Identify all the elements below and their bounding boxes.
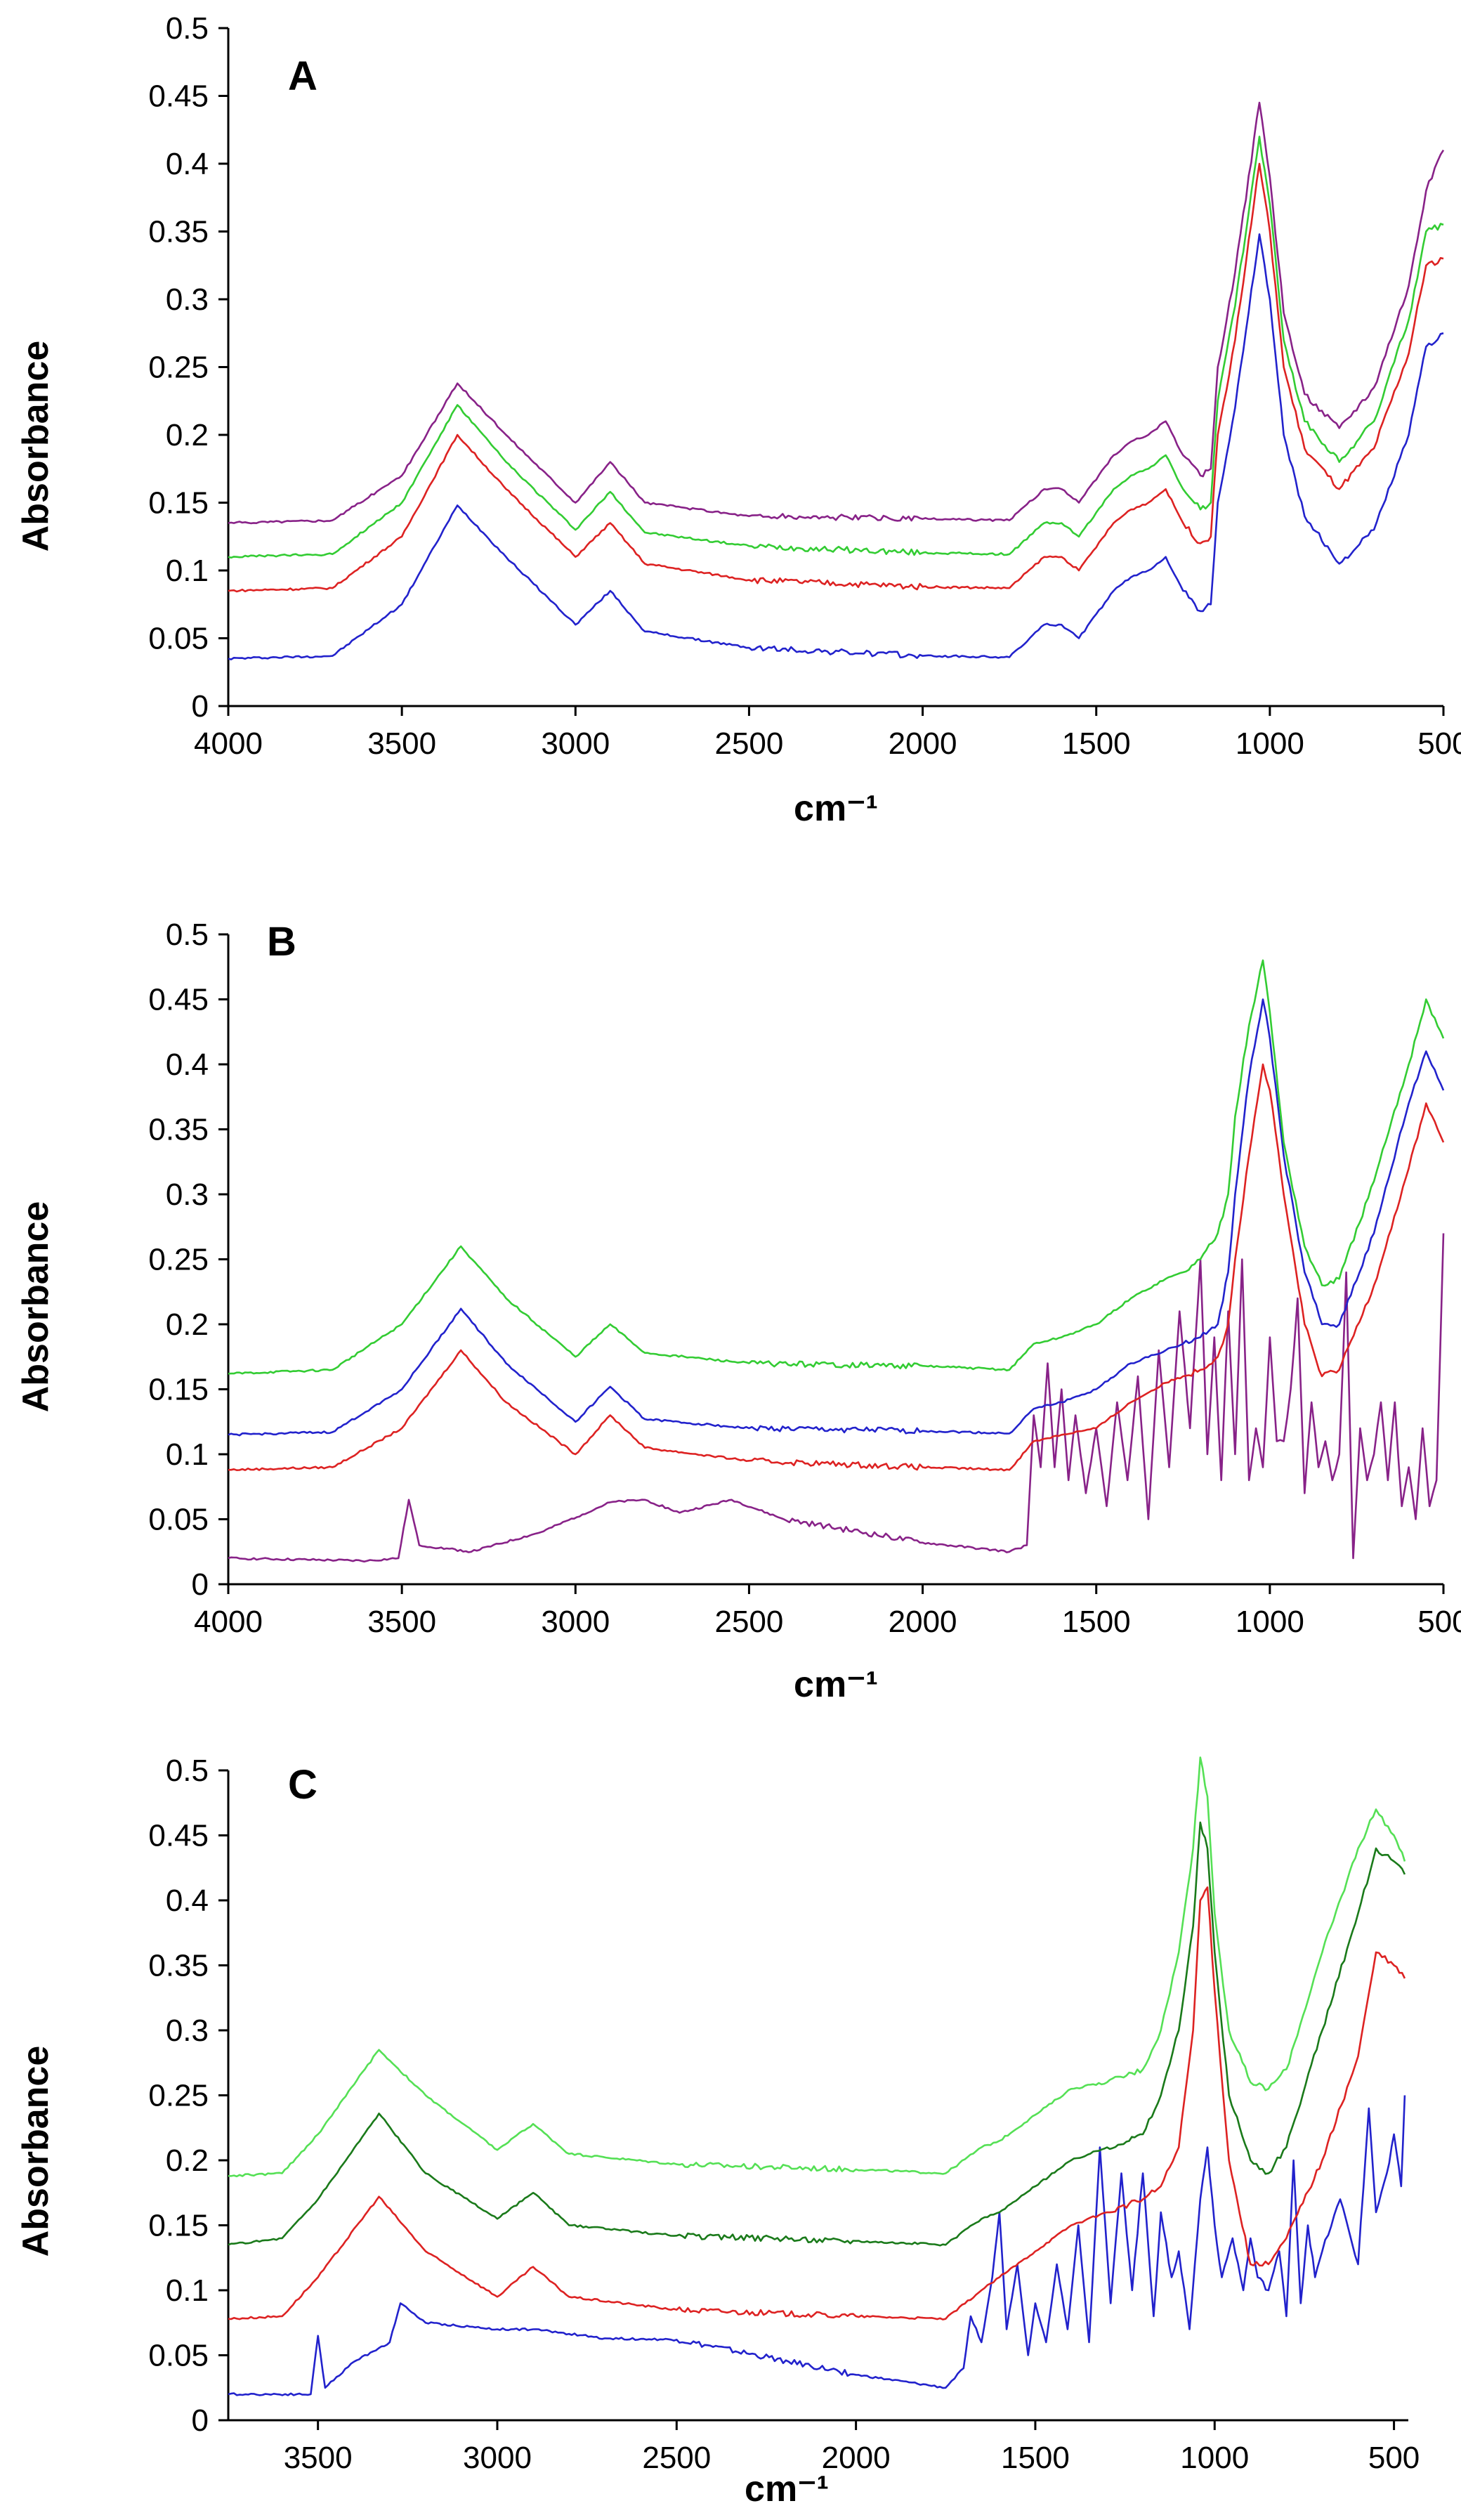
series-line-b-3 — [228, 998, 1445, 1437]
x-tick-label: 3000 — [541, 1605, 610, 1639]
panel-label-b: B — [267, 919, 296, 965]
x-tick-label: 4000 — [194, 726, 263, 761]
y-tick-label: 0.4 — [166, 147, 209, 181]
series-line-a-4 — [228, 101, 1445, 525]
series-group-b — [228, 959, 1445, 1563]
y-tick-label: 0.35 — [148, 215, 209, 249]
y-tick-label: 0.45 — [148, 1819, 209, 1853]
series-line-a-2 — [228, 162, 1444, 593]
x-tick-label: 3000 — [541, 726, 610, 761]
x-tick-label: 2500 — [714, 726, 783, 761]
y-tick-label: 0.4 — [166, 1884, 209, 1918]
x-tick-label: 3000 — [463, 2441, 532, 2475]
y-tick-label: 0.1 — [166, 2273, 209, 2308]
y-tick-label: 0.1 — [166, 1437, 209, 1472]
y-tick-label: 0.35 — [148, 1113, 209, 1147]
y-tick-label: 0.25 — [148, 2079, 209, 2113]
y-tick-label: 0.5 — [166, 918, 209, 952]
series-line-c-3 — [228, 1821, 1406, 2247]
x-tick-label: 1500 — [1062, 1605, 1131, 1639]
x-tick-label: 500 — [1417, 1605, 1461, 1639]
panel-b: Absorbance B cm⁻¹ 0 0.05 0.1 0.15 0.2 0.25 0.3… — [15, 918, 1461, 1705]
y-tick-label: 0.45 — [148, 983, 209, 1017]
x-tick-label: 2000 — [889, 726, 957, 761]
x-tick-label: 1000 — [1236, 726, 1304, 761]
series-line-b-2 — [228, 1063, 1445, 1472]
x-axis-title-b: cm⁻¹ — [794, 1664, 878, 1705]
x-tick-label: 3500 — [284, 2441, 353, 2475]
series-line-c-2 — [228, 1886, 1406, 2320]
y-tick-label: 0.35 — [148, 1949, 209, 1983]
y-tick-label: 0.15 — [148, 1373, 209, 1407]
x-tick-label: 2500 — [714, 1605, 783, 1639]
series-line-a-3 — [228, 136, 1444, 559]
x-tick-label: 2000 — [889, 1605, 957, 1639]
y-tick-label: 0.15 — [148, 2209, 209, 2243]
x-tick-label: 1000 — [1236, 1605, 1304, 1639]
y-tick-label: 0 — [192, 2403, 209, 2438]
y-tick-label: 0.5 — [166, 11, 209, 46]
x-tick-label: 1500 — [1062, 726, 1131, 761]
y-axis-title-c: Absorbance — [15, 2046, 56, 2257]
y-tick-label: 0.05 — [148, 1503, 209, 1537]
y-tick-label: 0.25 — [148, 351, 209, 385]
series-group-a — [228, 101, 1445, 660]
y-tick-label: 0.05 — [148, 2339, 209, 2373]
x-tick-label: 500 — [1368, 2441, 1420, 2475]
x-tick-label: 4000 — [194, 1605, 263, 1639]
x-tick-label: 1000 — [1180, 2441, 1249, 2475]
series-line-c-1 — [228, 2095, 1406, 2396]
x-tick-label: 2500 — [642, 2441, 711, 2475]
y-tick-label: 0 — [192, 1567, 209, 1602]
y-tick-label: 0.2 — [166, 418, 209, 452]
y-axis-title-a: Absorbance — [15, 341, 56, 552]
series-line-c-4 — [228, 1756, 1406, 2178]
panel-label-a: A — [288, 53, 317, 99]
panel-label-c: C — [288, 1762, 317, 1808]
x-tick-label: 1500 — [1001, 2441, 1070, 2475]
y-tick-label: 0.5 — [166, 1754, 209, 1788]
series-group-c — [228, 1756, 1406, 2396]
y-tick-label: 0 — [192, 689, 209, 724]
y-tick-label: 0.4 — [166, 1047, 209, 1082]
panel-a: Absorbance A cm⁻¹ 0 0.05 0.1 0.15 0.2 0.25 0.3… — [15, 11, 1461, 829]
x-axis-title-c: cm⁻¹ — [745, 2469, 829, 2509]
y-tick-label: 0.3 — [166, 1177, 209, 1212]
series-line-b-4 — [228, 959, 1445, 1375]
x-axis-title-a: cm⁻¹ — [794, 788, 878, 829]
y-tick-label: 0.2 — [166, 1307, 209, 1342]
series-line-b-1 — [228, 1233, 1445, 1563]
y-axis-title-b: Absorbance — [15, 1201, 56, 1413]
y-tick-label: 0.45 — [148, 79, 209, 114]
y-tick-label: 0.1 — [166, 554, 209, 588]
y-tick-label: 0.05 — [148, 622, 209, 656]
x-tick-label: 3500 — [367, 1605, 436, 1639]
y-tick-label: 0.3 — [166, 282, 209, 317]
x-tick-label: 2000 — [822, 2441, 891, 2475]
y-tick-label: 0.3 — [166, 2013, 209, 2048]
x-tick-label: 500 — [1417, 726, 1461, 761]
y-tick-label: 0.2 — [166, 2143, 209, 2178]
y-tick-label: 0.25 — [148, 1243, 209, 1277]
y-tick-label: 0.15 — [148, 486, 209, 521]
x-tick-label: 3500 — [367, 726, 436, 761]
panel-c: Absorbance C cm⁻¹ 0 0.05 0.1 0.15 0.2 0.25 0.3… — [15, 1754, 1420, 2509]
series-line-a-1 — [228, 233, 1444, 660]
